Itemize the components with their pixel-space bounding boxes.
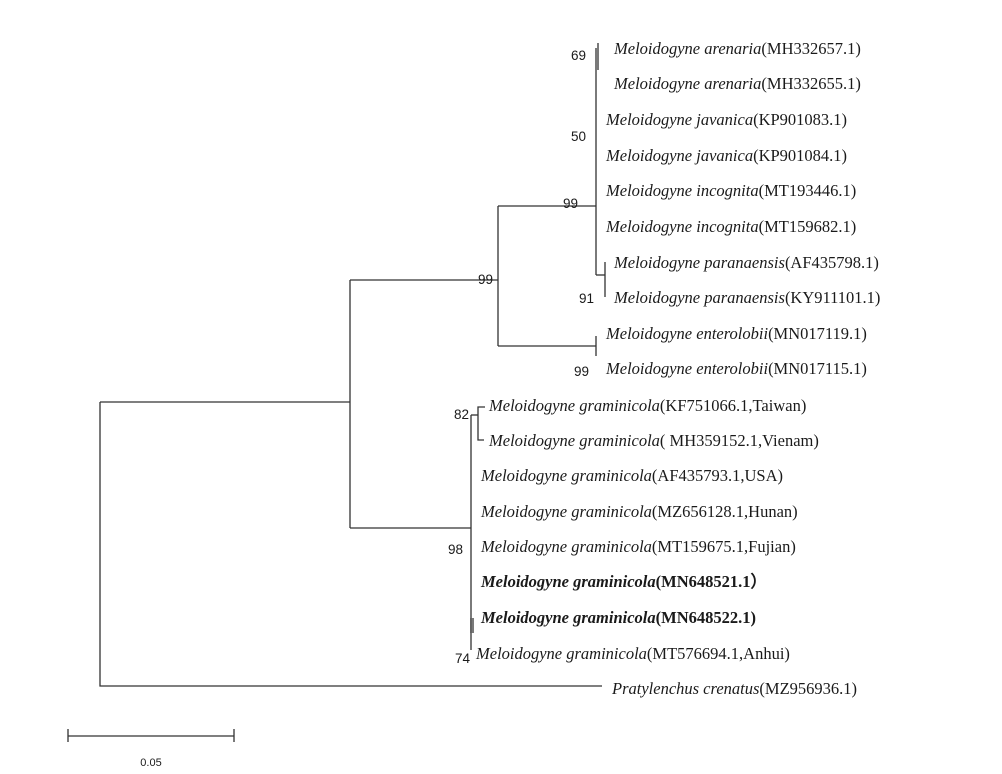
taxon-label: Meloidogyne incognita(MT159682.1) [605,217,856,236]
bootstrap-value: 99 [478,272,493,287]
bootstrap-value: 74 [455,651,471,666]
bootstrap-value: 99 [574,364,589,379]
bootstrap-value: 69 [571,48,586,63]
taxon-label: Meloidogyne graminicola( MH359152.1,Vien… [488,431,819,450]
scale-bar-line [67,729,235,742]
tree-branches [99,43,606,687]
taxon-label-bold: Meloidogyne graminicola(MN648522.1) [480,608,756,627]
taxon-label: Meloidogyne graminicola(KF751066.1,Taiwa… [488,396,806,415]
bootstrap-value: 91 [579,291,594,306]
taxon-label: Meloidogyne graminicola(MZ656128.1,Hunan… [480,502,798,521]
scale-bar: 0.05 [67,729,235,769]
taxon-label-bold: Meloidogyne graminicola(MN648521.1） [480,571,767,591]
branch-vietnam [477,415,484,441]
taxon-label: Meloidogyne graminicola(MT159675.1,Fujia… [480,537,796,556]
bootstrap-value: 82 [454,407,469,422]
taxon-label: Meloidogyne paranaensis(AF435798.1) [613,253,879,272]
taxon-label: Meloidogyne graminicola(AF435793.1,USA) [480,466,783,485]
branch-root [99,402,602,687]
taxon-labels: Meloidogyne arenaria(MH332657.1) Meloido… [475,39,880,698]
taxon-label: Meloidogyne arenaria(MH332657.1) [613,39,861,58]
bootstrap-value: 98 [448,542,463,557]
taxon-label: Meloidogyne arenaria(MH332655.1) [613,74,861,93]
bootstrap-value: 99 [563,196,578,211]
taxon-label: Meloidogyne graminicola(MT576694.1,Anhui… [475,644,790,663]
branch-mn648522 [470,618,474,633]
taxon-label: Meloidogyne incognita(MT193446.1) [605,181,856,200]
bootstrap-values: 69 50 99 91 99 99 82 98 74 [448,48,594,666]
scale-bar-label: 0.05 [140,757,161,769]
taxon-label: Meloidogyne javanica(KP901084.1) [605,146,847,165]
bootstrap-value: 50 [571,129,586,144]
branch-taiwan [477,406,485,415]
outgroup-label: Pratylenchus crenatus(MZ956936.1) [611,679,857,698]
taxon-label: Meloidogyne enterolobii(MN017115.1) [605,359,867,378]
taxon-label: Meloidogyne enterolobii(MN017119.1) [605,324,867,343]
taxon-label: Meloidogyne paranaensis(KY911101.1) [613,288,880,307]
taxon-label: Meloidogyne javanica(KP901083.1) [605,110,847,129]
